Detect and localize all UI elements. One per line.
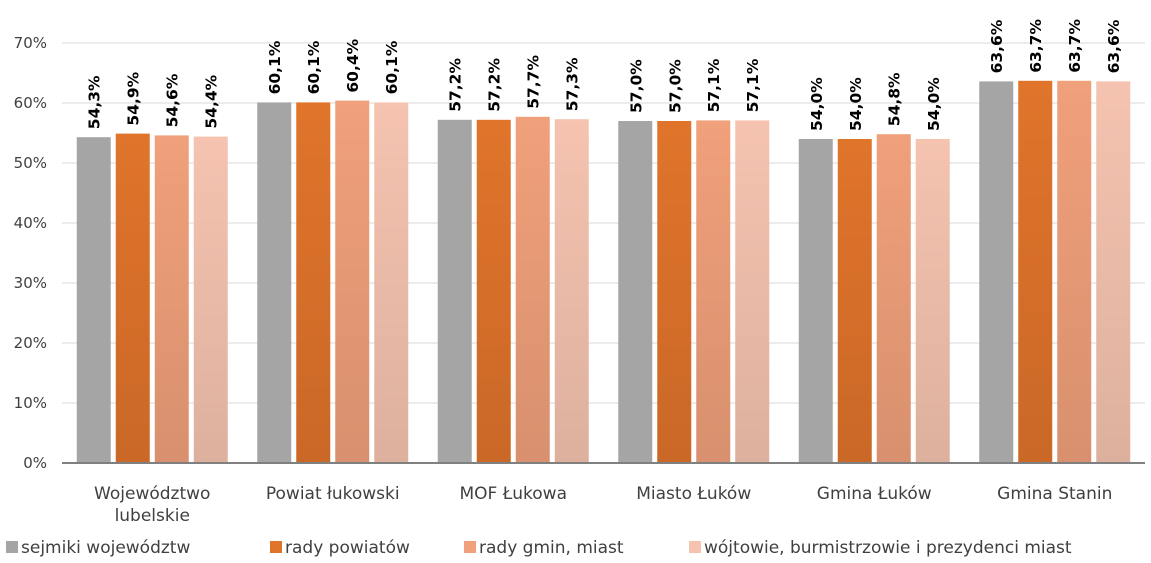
data-label: 54,8% xyxy=(886,72,904,126)
bar xyxy=(554,119,589,463)
bar xyxy=(618,121,653,463)
category-label: Miasto Łuków xyxy=(636,484,751,504)
y-tick-label: 40% xyxy=(14,214,47,232)
bars xyxy=(76,80,1131,464)
data-label: 57,7% xyxy=(525,55,543,109)
data-label: 63,7% xyxy=(1027,19,1045,73)
data-label: 63,7% xyxy=(1066,19,1084,73)
gridlines xyxy=(62,42,1145,404)
y-tick-label: 70% xyxy=(14,34,47,52)
category-label: Gmina Łuków xyxy=(817,484,932,504)
y-tick-label: 20% xyxy=(14,334,47,352)
bar xyxy=(1018,80,1053,464)
category-label: Powiat łukowski xyxy=(266,484,400,504)
legend-item: wójtowie, burmistrzowie i prezydenci mia… xyxy=(689,538,1072,558)
category-labels: Województwo lubelskie Powiat łukowski MOF Ł… xyxy=(94,484,1112,526)
legend-swatch xyxy=(689,541,701,553)
category-label: MOF Łukowa xyxy=(459,484,567,504)
bar xyxy=(193,136,228,463)
bar xyxy=(76,137,111,463)
data-label: 57,2% xyxy=(447,58,465,112)
y-tick-label: 0% xyxy=(23,454,47,472)
bar xyxy=(437,119,472,464)
data-label: 54,9% xyxy=(125,71,143,125)
legend-item: rady gmin, miast xyxy=(464,538,624,558)
y-tick-label: 50% xyxy=(14,154,47,172)
category-label: Województwo lubelskie xyxy=(94,484,210,526)
legend-item: rady powiatów xyxy=(270,538,410,558)
bar xyxy=(515,116,550,464)
bar xyxy=(798,139,833,463)
bar xyxy=(257,102,292,464)
data-label: 57,0% xyxy=(627,59,645,113)
bar xyxy=(154,135,189,463)
y-tick-label: 30% xyxy=(14,274,47,292)
data-label: 63,6% xyxy=(1105,19,1123,73)
bar xyxy=(657,121,692,463)
data-label: 54,0% xyxy=(808,77,826,131)
legend-label: rady powiatów xyxy=(285,538,410,558)
data-label: 54,3% xyxy=(86,75,104,129)
data-labels: 54,3% 54,9% 54,6% 54,4% 60,1% 60,1% 60,4% 60,1%… xyxy=(86,19,1124,131)
data-label: 60,1% xyxy=(266,40,284,94)
data-label: 54,0% xyxy=(847,77,865,131)
bar xyxy=(979,81,1014,464)
y-tick-label: 60% xyxy=(14,94,47,112)
y-axis-ticks: 0% 10% 20% 30% 40% 50% 60% 70% xyxy=(14,34,47,472)
bar xyxy=(1096,81,1131,464)
bar xyxy=(115,133,150,463)
data-label: 57,1% xyxy=(705,58,723,112)
legend-label: rady gmin, miast xyxy=(479,538,624,558)
data-label: 57,3% xyxy=(564,57,582,111)
data-label: 54,4% xyxy=(203,74,221,128)
bar xyxy=(735,120,770,464)
legend-label: sejmiki województw xyxy=(21,538,190,558)
bar xyxy=(296,102,331,464)
data-label: 60,1% xyxy=(383,40,401,94)
bar xyxy=(374,102,409,464)
bar xyxy=(837,139,872,463)
legend-swatch xyxy=(270,541,282,553)
legend: sejmiki województw rady powiatów rady gmin… xyxy=(6,538,1072,558)
data-label: 54,0% xyxy=(925,77,943,131)
legend-label: wójtowie, burmistrzowie i prezydenci mia… xyxy=(704,538,1072,558)
bar xyxy=(696,120,731,464)
data-label: 57,2% xyxy=(486,58,504,112)
category-label: Gmina Stanin xyxy=(997,484,1112,504)
legend-swatch xyxy=(464,541,476,553)
legend-swatch xyxy=(6,541,18,553)
bar xyxy=(915,139,950,463)
y-tick-label: 10% xyxy=(14,394,47,412)
bar xyxy=(876,134,911,463)
data-label: 57,0% xyxy=(666,59,684,113)
data-label: 60,4% xyxy=(344,38,362,92)
bar xyxy=(335,100,370,463)
bar xyxy=(1057,80,1092,464)
data-label: 60,1% xyxy=(305,40,323,94)
data-label: 63,6% xyxy=(988,19,1006,73)
data-label: 57,1% xyxy=(744,58,762,112)
legend-item: sejmiki województw xyxy=(6,538,190,558)
data-label: 54,6% xyxy=(164,73,182,127)
bar xyxy=(476,119,511,464)
